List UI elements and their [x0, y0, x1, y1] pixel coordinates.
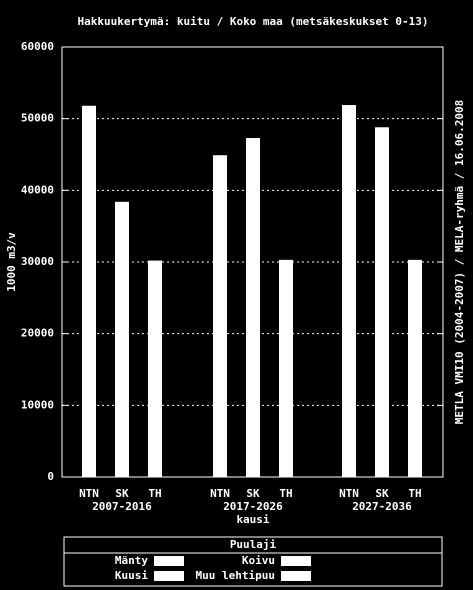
x-tick-label: SK: [246, 487, 260, 500]
group-label: 2007-2016: [92, 500, 152, 513]
x-axis-label: kausi: [236, 513, 269, 526]
legend-swatch: [281, 556, 311, 566]
y-axis-label: 1000 m3/v: [5, 232, 18, 292]
x-tick-label: SK: [375, 487, 389, 500]
y-tick-label: 60000: [21, 40, 54, 53]
y-tick-label: 50000: [21, 112, 54, 125]
bar: [148, 260, 162, 477]
legend-swatch: [281, 571, 311, 581]
group-label: 2027-2036: [352, 500, 412, 513]
x-tick-label: NTN: [339, 487, 359, 500]
x-tick-label: SK: [115, 487, 129, 500]
x-tick-label: NTN: [210, 487, 230, 500]
group-label: 2017-2026: [223, 500, 283, 513]
legend-label: Muu lehtipuu: [196, 569, 275, 582]
legend-label: Koivu: [242, 554, 275, 567]
bar: [279, 259, 293, 477]
bar: [213, 155, 227, 477]
y-tick-label: 0: [47, 470, 54, 483]
y-tick-label: 20000: [21, 327, 54, 340]
bar: [342, 105, 356, 478]
bar: [82, 105, 96, 478]
legend-box: [63, 536, 443, 587]
bar: [115, 201, 129, 478]
y-tick-label: 40000: [21, 183, 54, 196]
chart-title: Hakkuukertymä: kuitu / Koko maa (metsäke…: [78, 15, 429, 28]
side-note: METLA VMI10 (2004-2007) / MELA-ryhmä / 1…: [453, 100, 466, 425]
x-tick-label: TH: [148, 487, 161, 500]
legend-swatch: [154, 556, 184, 566]
y-tick-label: 30000: [21, 255, 54, 268]
bar: [375, 127, 389, 478]
x-tick-label: NTN: [79, 487, 99, 500]
x-tick-label: TH: [408, 487, 421, 500]
bar: [246, 138, 260, 477]
legend-label: Mänty: [115, 554, 148, 567]
bar: [408, 259, 422, 477]
legend-title: Puulaji: [230, 538, 277, 551]
x-tick-label: TH: [279, 487, 292, 500]
legend-label: Kuusi: [115, 569, 148, 582]
y-tick-label: 10000: [21, 398, 54, 411]
legend-swatch: [154, 571, 184, 581]
